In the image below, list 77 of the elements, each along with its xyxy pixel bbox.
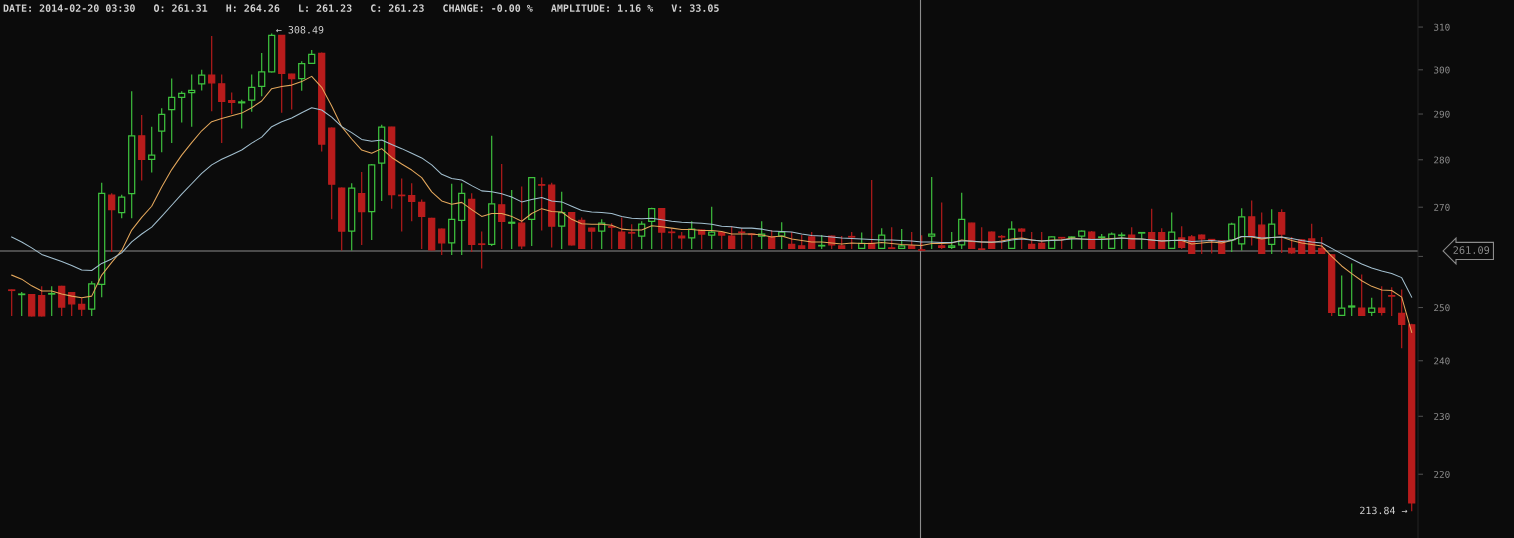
candlestick [1388,286,1396,317]
candlestick [1248,199,1256,247]
candlestick [148,126,156,173]
candlestick [168,77,176,144]
candlestick [418,198,426,250]
y-tick-label: 290 [1434,110,1450,118]
candlestick [518,186,526,250]
y-tick-label: 230 [1434,412,1450,420]
candlestick [218,74,226,144]
candlestick [588,227,596,250]
candlestick [1348,262,1356,317]
candlestick [728,225,736,250]
candlestick [1228,222,1236,253]
candlestick [358,171,366,246]
candlestick [138,114,146,182]
candlestick [198,69,206,91]
candlestick [288,73,296,111]
candlestick [898,228,906,250]
candlestick [1268,208,1276,255]
candlestick [28,293,36,318]
candlestick [1018,227,1026,250]
candlestick [628,223,636,250]
candlestick [248,74,256,113]
annotation: 213.84 → [1360,506,1408,515]
candlestick [558,191,566,250]
annotation: ← 308.49 [276,26,324,34]
candlestick [688,220,696,250]
candlestick [668,227,676,250]
candlestick [78,297,86,317]
line-series [11,107,1413,298]
candlestick [1278,208,1286,254]
candlestick [648,207,656,250]
candlestick [108,192,116,253]
candlestick [118,194,126,219]
candlestick [48,285,56,317]
candlestick [1358,274,1366,317]
candlestick [938,201,946,250]
y-tick-label: 300 [1434,66,1450,74]
y-tick-label: 280 [1434,156,1450,164]
candlestick [438,228,446,256]
candlestick [38,285,46,318]
y-tick-label: 250 [1434,304,1450,312]
candlestick [8,288,16,317]
candlestick [408,182,416,222]
y-tick-label: 310 [1434,23,1450,31]
candlestick [978,226,986,251]
candlestick [768,229,776,250]
y-tick-label: 220 [1434,470,1450,478]
candlestick [158,107,166,153]
candlestick [1368,297,1376,317]
candlestick [1398,288,1406,349]
chart-title: DATE: 2014-02-20 03:30 O: 261.31 H: 264.26 L: 261.23 C: 261.23 CHANGE: -0.00 % AMPLITUDE: 1.16 % V: 33.05 [3,4,719,12]
candlestick [208,35,216,112]
candlestick [928,176,936,250]
candlestick [178,90,186,124]
candlestick [538,177,546,232]
y-tick-label: 240 [1434,357,1450,365]
candlestick [238,99,246,130]
candlestick [258,52,266,97]
candlestick [228,92,236,115]
candlestick [888,226,896,250]
candlestick [1078,230,1086,250]
ref-line-label: 261.09 [1453,246,1490,254]
candlestick [508,189,516,250]
candlestick [478,230,486,270]
candlestick [298,60,306,92]
candlestick [618,216,626,250]
candlestick [708,206,716,250]
candlestick [18,291,26,317]
candlestick [738,227,746,250]
candlestick [448,183,456,256]
candlestick [1338,275,1346,317]
y-tick-label: 270 [1434,203,1450,211]
candlestick [498,163,506,250]
candlestick [1168,211,1176,250]
candlestick [608,222,616,250]
candlestick [1378,285,1386,316]
